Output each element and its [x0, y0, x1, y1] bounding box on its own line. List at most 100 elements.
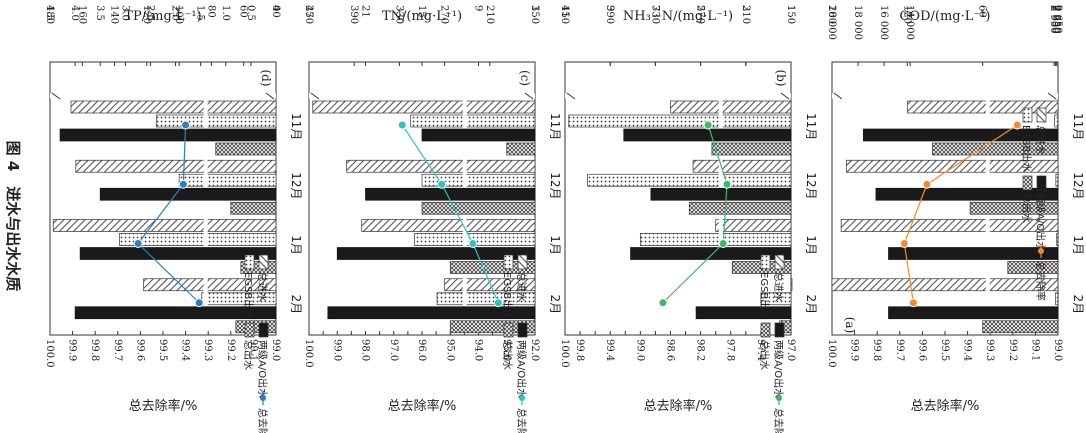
bar-break [985, 159, 990, 174]
conc-tick-label: 60 [977, 5, 988, 18]
removal-tick-label: 99.1 [247, 339, 258, 361]
conc-tick-label: 140 [109, 5, 120, 24]
axis-break-mark [1047, 92, 1057, 100]
legend-label: 总出水 [501, 340, 514, 370]
bar-break [203, 218, 208, 233]
legend-marker [776, 395, 782, 401]
bar-break [718, 114, 723, 128]
conc-tick-label: 210 [484, 5, 495, 24]
conc-tick-label: 40 [270, 5, 281, 18]
removal-tick-label: 99.8 [89, 339, 100, 361]
removal-tick-label: 99.7 [112, 339, 123, 361]
panel-label: (c) [518, 70, 532, 86]
legend-swatch [258, 322, 269, 338]
legend-swatch [517, 322, 528, 338]
conc-tick-label: 3.0 [119, 5, 130, 21]
bar [436, 292, 536, 306]
axis-break-mark [833, 92, 843, 100]
conc-tick-label: 180 [826, 5, 837, 24]
conc-tick-label: 20 000 [826, 5, 837, 40]
bar [639, 233, 792, 246]
removal-line [137, 124, 200, 304]
bar-break [203, 232, 208, 247]
removal-tick-label: 98.6 [664, 339, 675, 361]
category-label: 11月 [289, 113, 303, 140]
bar [99, 187, 277, 201]
conc-tick-label: 9 [473, 5, 484, 11]
figure-caption: 图 4 进水与出水水质 [4, 141, 22, 292]
removal-tick-label: 97.8 [725, 339, 736, 361]
legend-label: 总出水 [242, 340, 255, 370]
bar [831, 278, 1059, 292]
legend-swatch [774, 322, 785, 338]
bar [863, 128, 1059, 142]
removal-tick-label: 99.2 [1007, 339, 1018, 361]
bar-break [462, 218, 467, 233]
legend-label: 总去除率 [256, 408, 269, 433]
removal-tick-label: 99.2 [225, 339, 236, 361]
conc-tick-label: 5 [695, 5, 706, 11]
bar-break [462, 232, 467, 247]
removal-tick-label: 99.1 [1029, 339, 1040, 361]
legend-label: 总出水 [1020, 193, 1033, 223]
legend-label: 总出水 [758, 340, 771, 370]
removal-tick-label: 100.0 [559, 339, 570, 368]
removal-tick-label: 95.0 [444, 339, 455, 361]
bar [421, 201, 536, 215]
bar [230, 201, 277, 215]
legend-label: 总去除率 [772, 408, 785, 433]
removal-point [133, 239, 143, 248]
bar [688, 201, 792, 215]
removal-axis-label: 总去除率/% [388, 398, 457, 414]
removal-axis-label: 总去除率/% [644, 398, 713, 414]
removal-tick-label: 99.4 [180, 339, 191, 361]
bar-break [203, 173, 208, 188]
removal-point [468, 239, 478, 248]
bar [444, 278, 536, 292]
bar-break [985, 100, 990, 114]
removal-axis-label: 总去除率/% [911, 398, 980, 414]
legend-swatch [1036, 107, 1047, 123]
conc-tick-label: 11 [559, 5, 570, 18]
bar-break [462, 114, 467, 128]
conc-tick-label: 4.0 [69, 5, 80, 21]
bar-break [718, 291, 723, 306]
removal-tick-label: 99.0 [1052, 339, 1063, 361]
bar [421, 173, 536, 187]
removal-point [1012, 120, 1022, 130]
conc-tick-label: 18 000 [852, 5, 863, 40]
removal-tick-label: 96.0 [416, 339, 427, 361]
bar-break [203, 277, 208, 292]
conc-tick-label: 150 [529, 5, 540, 24]
conc-tick-label: 450 [559, 5, 570, 24]
conc-tick-label: 3.5 [94, 5, 105, 21]
category-label: 12月 [548, 172, 562, 199]
legend-label: EGSB出水 [758, 272, 771, 319]
legend-label: 总去除率 [515, 408, 528, 433]
removal-tick-label: 97.0 [388, 339, 399, 361]
bar [361, 219, 536, 232]
axis-break-mark [265, 92, 275, 100]
category-label: 2月 [804, 295, 818, 315]
conc-tick-label: 330 [393, 5, 404, 24]
bar-break [985, 114, 990, 128]
legend-label: EGSB出水 [1020, 125, 1033, 172]
conc-tick-label: 2.5 [144, 5, 155, 21]
bar [650, 187, 792, 201]
bar [1007, 261, 1059, 274]
removal-point [658, 298, 668, 308]
category-label: 1月 [548, 235, 562, 255]
legend-label: EGSB出水 [501, 272, 514, 319]
conc-tick-label: 2 750 [1051, 5, 1062, 34]
legend-marker [260, 395, 266, 401]
removal-tick-label: 99.4 [604, 339, 615, 361]
category-label: 2月 [1071, 295, 1085, 315]
removal-point [908, 298, 918, 308]
legend-label: 两级A/O出水 [772, 340, 785, 398]
conc-tick-label: 120 [901, 5, 912, 24]
removal-point [181, 120, 191, 130]
legend-label: 两级A/O出水 [256, 340, 269, 398]
bar [982, 320, 1059, 334]
